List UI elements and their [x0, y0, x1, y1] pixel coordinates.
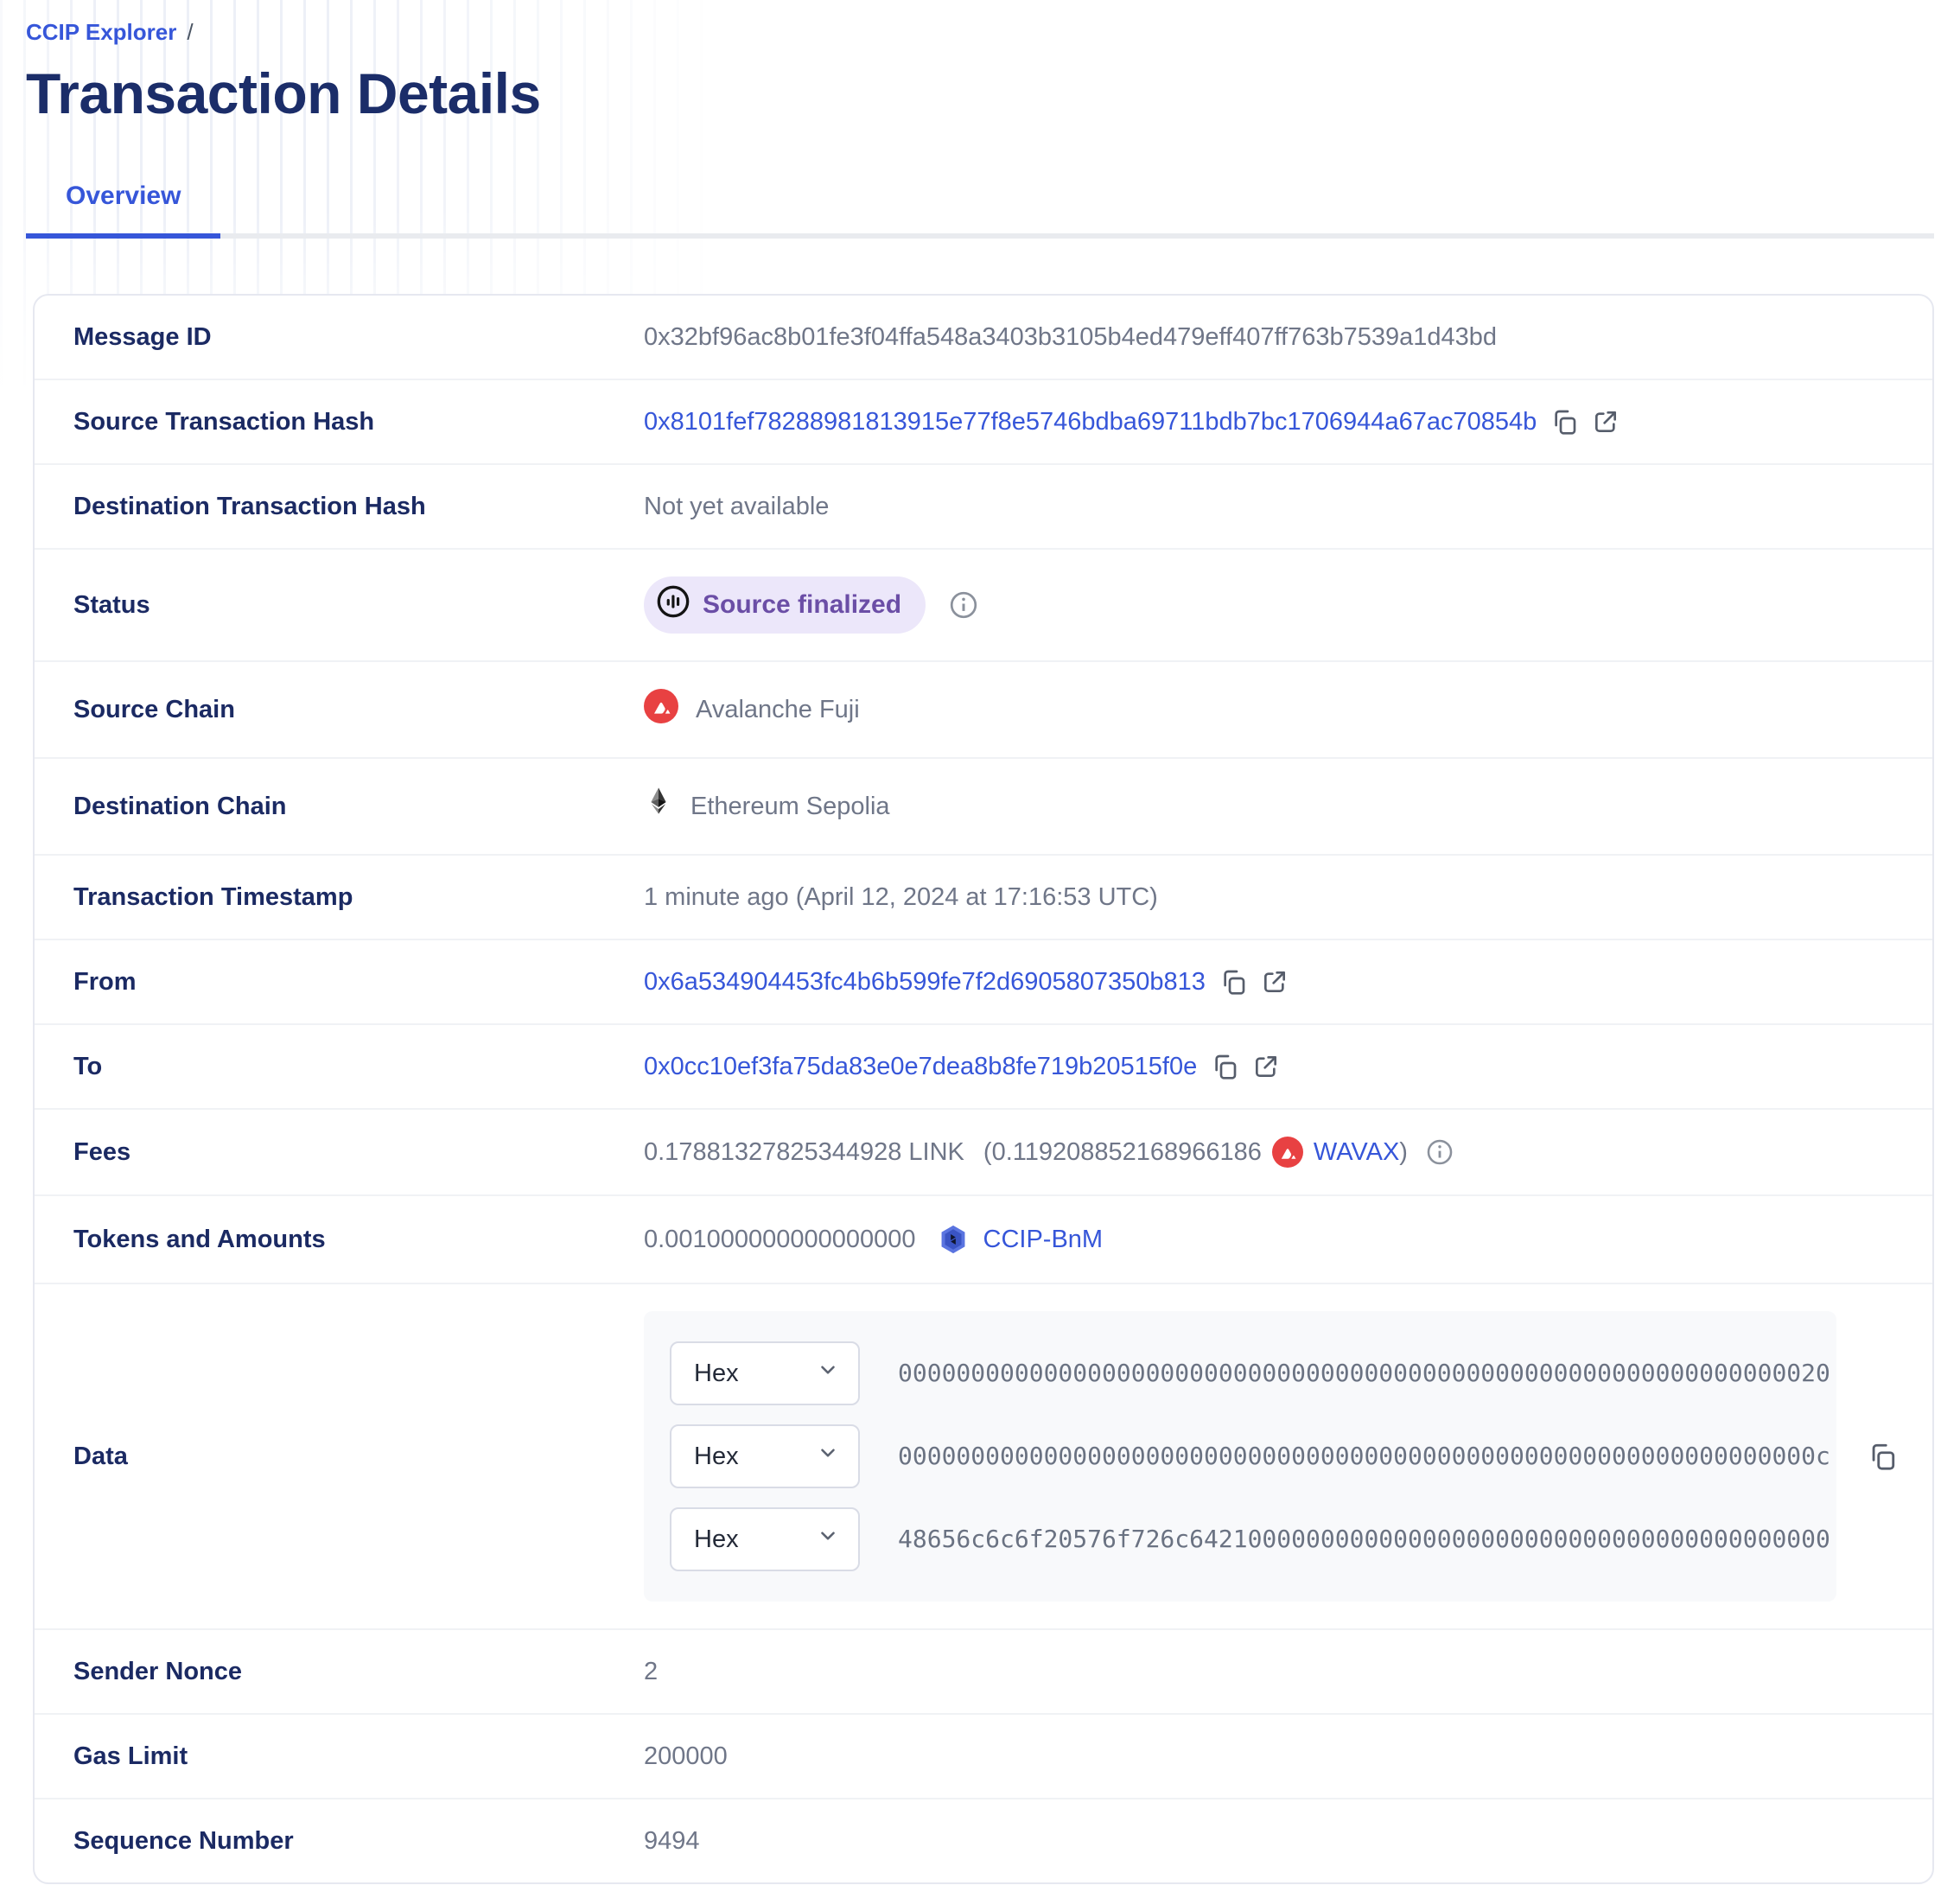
hex-format-select[interactable]: Hex	[670, 1424, 860, 1489]
hex-format-label: Hex	[694, 1525, 739, 1553]
gas-limit-value: 200000	[644, 1742, 728, 1771]
table-row-from: From 0x6a534904453fc4b6b599fe7f2d6905807…	[35, 939, 1932, 1023]
hex-line: Hex 48656c6c6f20576f726c6421000000000000…	[670, 1498, 1836, 1581]
hex-format-label: Hex	[694, 1359, 739, 1387]
to-address-link[interactable]: 0x0cc10ef3fa75da83e0e7dea8b8fe719b20515f…	[644, 1053, 1198, 1081]
external-link-button[interactable]	[1261, 968, 1289, 996]
copy-icon	[1219, 968, 1247, 996]
row-label: Source Transaction Hash	[73, 407, 375, 436]
table-row-tokens-and-amounts: Tokens and Amounts 0.001000000000000000 …	[35, 1194, 1932, 1283]
data-copy-button[interactable]	[1868, 1442, 1897, 1471]
dest-chain-name: Ethereum Sepolia	[690, 793, 890, 821]
copy-icon	[1868, 1442, 1897, 1471]
row-label: Tokens and Amounts	[73, 1225, 326, 1253]
external-link-icon	[1252, 1053, 1280, 1080]
chevron-down-icon	[817, 1525, 839, 1554]
breadcrumb-separator: /	[187, 19, 194, 45]
row-label: Fees	[73, 1137, 131, 1166]
ethereum-icon	[644, 786, 673, 827]
table-row-source-chain: Source Chain Avalanche Fuji	[35, 660, 1932, 757]
breadcrumb: CCIP Explorer /	[26, 19, 1934, 46]
table-row-dest-chain: Destination Chain Ethereum Sepolia	[35, 757, 1932, 854]
from-address-link[interactable]: 0x6a534904453fc4b6b599fe7f2d6905807350b8…	[644, 968, 1206, 997]
row-label: Sender Nonce	[73, 1657, 242, 1685]
dest-tx-hash-value: Not yet available	[644, 493, 830, 521]
external-link-button[interactable]	[1252, 1053, 1280, 1080]
timestamp-value: 1 minute ago (April 12, 2024 at 17:16:53…	[644, 883, 1158, 912]
tab-overview[interactable]: Overview	[26, 182, 221, 239]
ccip-bnm-icon	[937, 1223, 970, 1256]
row-label: Source Chain	[73, 695, 235, 723]
status-badge: Source finalized	[644, 576, 926, 634]
table-row-source-tx-hash: Source Transaction Hash 0x8101fef7828898…	[35, 379, 1932, 463]
hex-format-select[interactable]: Hex	[670, 1341, 860, 1406]
hex-line: Hex 000000000000000000000000000000000000…	[670, 1415, 1836, 1498]
status-badge-label: Source finalized	[703, 590, 902, 620]
info-icon	[948, 589, 979, 621]
table-row-status: Status Source finalized	[35, 548, 1932, 660]
copy-icon	[1550, 408, 1578, 436]
page-title: Transaction Details	[26, 61, 541, 125]
table-row-message-id: Message ID 0x32bf96ac8b01fe3f04ffa548a34…	[35, 296, 1932, 379]
fees-info-button[interactable]	[1425, 1137, 1454, 1167]
source-tx-hash-link[interactable]: 0x8101fef78288981813915e77f8e5746bdba697…	[644, 408, 1537, 436]
table-row-data: Data Hex 0000000000000000000000000000000…	[35, 1283, 1932, 1628]
row-label: From	[73, 967, 137, 996]
table-row-to: To 0x0cc10ef3fa75da83e0e7dea8b8fe719b205…	[35, 1023, 1932, 1108]
table-row-sequence-number: Sequence Number 9494	[35, 1798, 1932, 1882]
row-label: Sequence Number	[73, 1826, 294, 1855]
copy-icon	[1211, 1053, 1238, 1080]
hex-data-line: 0000000000000000000000000000000000000000…	[898, 1442, 1830, 1471]
sequence-number-value: 9494	[644, 1827, 700, 1856]
message-id-value: 0x32bf96ac8b01fe3f04ffa548a3403b3105b4ed…	[644, 322, 1497, 352]
row-label: Data	[73, 1442, 128, 1470]
table-row-dest-tx-hash: Destination Transaction Hash Not yet ava…	[35, 463, 1932, 548]
row-label: Gas Limit	[73, 1742, 188, 1770]
table-row-fees: Fees 0.17881327825344928 LINK (0.1192088…	[35, 1108, 1932, 1194]
avalanche-icon	[644, 689, 678, 730]
hex-format-select[interactable]: Hex	[670, 1507, 860, 1572]
message-id-text: 0x32bf96ac8b01fe3f04ffa548a3403b3105b4ed…	[644, 323, 1498, 352]
ccip-bnm-token-link[interactable]: CCIP-BnM	[983, 1226, 1104, 1254]
sender-nonce-value: 2	[644, 1658, 659, 1686]
fees-paren-close: )	[1399, 1138, 1408, 1167]
row-label: To	[73, 1052, 103, 1080]
external-link-icon	[1261, 968, 1289, 996]
copy-button[interactable]	[1211, 1053, 1238, 1080]
external-link-button[interactable]	[1592, 408, 1620, 436]
hex-data-line: 48656c6c6f20576f726c64210000000000000000…	[898, 1525, 1830, 1554]
copy-button[interactable]	[1219, 968, 1247, 996]
fees-link-amount: 0.17881327825344928 LINK	[644, 1138, 964, 1167]
row-label: Transaction Timestamp	[73, 882, 353, 911]
row-label: Status	[73, 590, 150, 619]
status-info-button[interactable]	[948, 589, 979, 621]
source-chain-name: Avalanche Fuji	[696, 696, 860, 724]
external-link-icon	[1592, 408, 1620, 436]
row-label: Message ID	[73, 322, 212, 351]
row-label: Destination Transaction Hash	[73, 492, 426, 520]
data-hex-panel: Hex 000000000000000000000000000000000000…	[644, 1311, 1836, 1602]
signal-bars-icon	[656, 584, 690, 626]
chevron-down-icon	[817, 1359, 839, 1388]
hex-format-label: Hex	[694, 1442, 739, 1470]
hex-data-line: 0000000000000000000000000000000000000000…	[898, 1359, 1830, 1388]
copy-button[interactable]	[1550, 408, 1578, 436]
fees-paren-open: (0.119208852168966186	[983, 1138, 1262, 1167]
avalanche-icon	[1271, 1137, 1303, 1169]
wavax-token-link[interactable]: WAVAX	[1313, 1138, 1400, 1167]
info-icon	[1425, 1137, 1454, 1167]
token-amount: 0.001000000000000000	[644, 1226, 916, 1254]
overview-card: Message ID 0x32bf96ac8b01fe3f04ffa548a34…	[33, 294, 1934, 1885]
table-row-timestamp: Transaction Timestamp 1 minute ago (Apri…	[35, 854, 1932, 939]
breadcrumb-ccip-explorer-link[interactable]: CCIP Explorer	[26, 19, 177, 45]
chevron-down-icon	[817, 1442, 839, 1471]
table-row-gas-limit: Gas Limit 200000	[35, 1713, 1932, 1798]
tab-bar: Overview	[26, 182, 1934, 239]
hex-line: Hex 000000000000000000000000000000000000…	[670, 1332, 1836, 1415]
table-row-sender-nonce: Sender Nonce 2	[35, 1628, 1932, 1713]
row-label: Destination Chain	[73, 792, 287, 820]
